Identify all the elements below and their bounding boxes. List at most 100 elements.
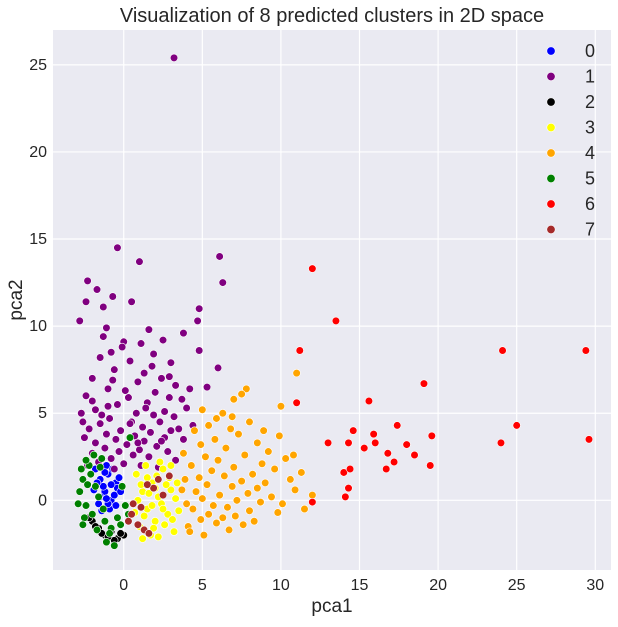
data-point	[221, 443, 231, 453]
grid-lines	[53, 30, 611, 570]
data-point	[253, 438, 262, 447]
legend-marker	[546, 148, 556, 158]
data-point	[584, 435, 594, 444]
data-point	[187, 461, 196, 470]
legend-marker	[546, 46, 556, 56]
data-point	[147, 362, 157, 371]
data-point	[177, 485, 186, 494]
data-point	[245, 417, 254, 427]
data-point	[143, 473, 152, 482]
data-point	[100, 468, 109, 477]
data-point	[121, 501, 130, 510]
series-4	[177, 369, 317, 540]
data-point	[220, 471, 229, 481]
data-point	[165, 471, 174, 481]
data-point	[191, 487, 201, 496]
data-point	[248, 470, 257, 479]
data-point	[278, 499, 287, 508]
legend-marker	[546, 72, 556, 82]
legend-label: 4	[585, 143, 595, 163]
data-point	[80, 433, 89, 442]
data-point	[427, 431, 436, 440]
data-point	[360, 443, 369, 453]
data-point	[224, 525, 234, 535]
data-point	[124, 517, 133, 526]
data-point	[74, 499, 83, 508]
data-point	[292, 369, 301, 378]
data-point	[179, 449, 188, 458]
legend-label: 7	[585, 220, 595, 240]
data-point	[129, 499, 138, 508]
data-point	[166, 485, 175, 494]
data-point	[426, 461, 435, 470]
data-point	[119, 459, 128, 468]
x-tick-label: 30	[586, 577, 604, 594]
data-point	[581, 346, 590, 355]
data-point	[107, 348, 116, 357]
y-axis-title: pca2	[6, 279, 27, 320]
x-tick-label: 20	[429, 577, 447, 594]
data-point	[81, 391, 91, 400]
data-point	[108, 292, 117, 301]
data-point	[215, 252, 224, 261]
data-point	[512, 421, 521, 430]
data-point	[237, 389, 246, 399]
data-point	[114, 447, 124, 456]
data-point	[243, 489, 253, 498]
data-point	[323, 438, 333, 447]
data-point	[110, 365, 119, 374]
data-point	[149, 484, 158, 493]
data-point	[369, 430, 378, 439]
data-point	[286, 475, 295, 484]
data-point	[92, 285, 102, 294]
data-point	[292, 398, 301, 407]
data-point	[240, 450, 249, 460]
data-point	[118, 342, 127, 352]
data-point	[228, 482, 237, 491]
series-7	[124, 471, 174, 538]
data-point	[113, 400, 122, 409]
data-point	[231, 511, 240, 521]
data-point	[111, 435, 120, 444]
data-point	[202, 480, 212, 489]
data-point	[75, 316, 84, 326]
data-point	[308, 490, 317, 500]
data-point	[383, 449, 392, 458]
data-point	[105, 529, 114, 538]
data-point	[308, 264, 317, 273]
data-point	[169, 53, 179, 62]
data-point	[169, 527, 179, 536]
data-point	[138, 423, 147, 432]
data-point	[190, 426, 199, 435]
data-point	[345, 464, 355, 474]
data-point	[103, 384, 113, 393]
data-point	[281, 454, 290, 463]
data-point	[152, 442, 161, 451]
data-point	[102, 494, 111, 503]
legend-label: 2	[585, 92, 595, 112]
x-axis-title: pca1	[311, 596, 352, 617]
data-point	[331, 316, 341, 326]
y-tick-label: 25	[29, 57, 47, 74]
data-point	[81, 297, 91, 306]
data-point	[149, 349, 158, 359]
data-point	[97, 410, 106, 420]
data-point	[261, 478, 270, 488]
data-point	[371, 438, 380, 447]
data-point	[158, 504, 168, 514]
data-points	[74, 53, 594, 550]
y-tick-label: 0	[38, 492, 47, 509]
data-point	[210, 435, 219, 444]
data-point	[393, 421, 402, 430]
data-point	[160, 520, 169, 529]
data-point	[242, 384, 251, 393]
data-point	[116, 529, 125, 538]
data-point	[81, 456, 91, 465]
data-point	[212, 518, 221, 528]
data-point	[256, 497, 265, 507]
data-point	[276, 402, 286, 411]
y-tick-label: 20	[29, 144, 47, 161]
data-point	[295, 346, 304, 355]
data-point	[171, 494, 180, 503]
